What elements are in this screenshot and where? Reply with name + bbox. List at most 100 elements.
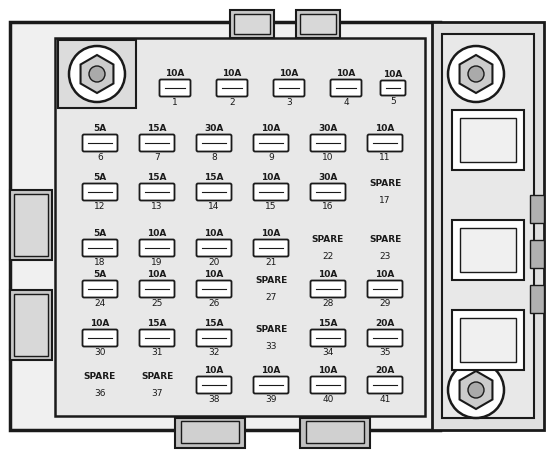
Text: 10A: 10A bbox=[375, 270, 394, 279]
Text: 25: 25 bbox=[151, 299, 163, 308]
FancyBboxPatch shape bbox=[197, 281, 232, 298]
Text: 24: 24 bbox=[94, 299, 106, 308]
Bar bbox=[181, 421, 239, 443]
FancyBboxPatch shape bbox=[160, 79, 191, 97]
Bar bbox=[460, 228, 516, 272]
Bar bbox=[296, 10, 340, 38]
Circle shape bbox=[89, 66, 105, 82]
Text: 10A: 10A bbox=[90, 319, 110, 328]
FancyBboxPatch shape bbox=[310, 184, 346, 201]
Text: 10A: 10A bbox=[147, 229, 167, 238]
FancyBboxPatch shape bbox=[331, 79, 362, 97]
FancyBboxPatch shape bbox=[254, 239, 289, 257]
Text: 10: 10 bbox=[322, 153, 334, 162]
Text: 15A: 15A bbox=[147, 173, 167, 182]
FancyBboxPatch shape bbox=[83, 184, 117, 201]
FancyBboxPatch shape bbox=[197, 184, 232, 201]
Text: 15: 15 bbox=[265, 202, 277, 211]
Text: 37: 37 bbox=[151, 389, 163, 398]
FancyBboxPatch shape bbox=[310, 377, 346, 394]
FancyBboxPatch shape bbox=[83, 239, 117, 257]
Bar bbox=[14, 194, 48, 256]
Text: 6: 6 bbox=[97, 153, 103, 162]
Text: 15A: 15A bbox=[204, 173, 224, 182]
Text: 4: 4 bbox=[343, 98, 349, 107]
FancyBboxPatch shape bbox=[83, 134, 117, 152]
Text: 7: 7 bbox=[154, 153, 160, 162]
Text: 16: 16 bbox=[322, 202, 334, 211]
FancyBboxPatch shape bbox=[381, 80, 406, 96]
Circle shape bbox=[448, 362, 504, 418]
Circle shape bbox=[69, 46, 125, 102]
Text: 9: 9 bbox=[268, 153, 274, 162]
Text: 15A: 15A bbox=[147, 319, 167, 328]
Circle shape bbox=[448, 46, 504, 102]
FancyBboxPatch shape bbox=[310, 134, 346, 152]
Bar bbox=[300, 14, 336, 34]
Text: SPARE: SPARE bbox=[369, 179, 401, 188]
Text: 10A: 10A bbox=[165, 69, 184, 78]
FancyBboxPatch shape bbox=[140, 330, 175, 346]
Text: SPARE: SPARE bbox=[255, 276, 287, 285]
Bar bbox=[300, 418, 370, 448]
Text: 22: 22 bbox=[322, 252, 334, 261]
FancyBboxPatch shape bbox=[254, 377, 289, 394]
Bar bbox=[10, 290, 52, 360]
FancyBboxPatch shape bbox=[140, 184, 175, 201]
Text: 27: 27 bbox=[265, 293, 276, 302]
Text: 20A: 20A bbox=[375, 319, 394, 328]
Text: 10A: 10A bbox=[375, 124, 394, 133]
Bar bbox=[306, 421, 364, 443]
Text: 20A: 20A bbox=[375, 366, 394, 375]
Text: 30A: 30A bbox=[319, 124, 338, 133]
Text: 35: 35 bbox=[379, 348, 391, 357]
FancyBboxPatch shape bbox=[310, 330, 346, 346]
FancyBboxPatch shape bbox=[140, 281, 175, 298]
Circle shape bbox=[468, 382, 484, 398]
Bar bbox=[452, 110, 524, 170]
Text: 10A: 10A bbox=[279, 69, 299, 78]
FancyBboxPatch shape bbox=[197, 330, 232, 346]
Text: 10A: 10A bbox=[204, 366, 224, 375]
Text: 10A: 10A bbox=[261, 229, 281, 238]
Text: 28: 28 bbox=[322, 299, 334, 308]
Text: 38: 38 bbox=[208, 395, 220, 404]
Bar bbox=[10, 22, 440, 430]
Circle shape bbox=[468, 66, 484, 82]
Text: 15A: 15A bbox=[147, 124, 167, 133]
Bar bbox=[230, 10, 274, 38]
Bar bbox=[530, 240, 544, 268]
Text: SPARE: SPARE bbox=[84, 372, 116, 381]
Text: 5A: 5A bbox=[94, 173, 106, 182]
Text: 34: 34 bbox=[322, 348, 334, 357]
Text: 26: 26 bbox=[208, 299, 220, 308]
Text: 10A: 10A bbox=[383, 70, 403, 79]
FancyBboxPatch shape bbox=[254, 184, 289, 201]
Text: 18: 18 bbox=[94, 258, 106, 267]
Text: 19: 19 bbox=[151, 258, 163, 267]
Text: 33: 33 bbox=[265, 342, 277, 351]
Text: 5A: 5A bbox=[94, 229, 106, 238]
Text: SPARE: SPARE bbox=[312, 235, 344, 244]
FancyBboxPatch shape bbox=[83, 281, 117, 298]
Text: 5A: 5A bbox=[94, 124, 106, 133]
Polygon shape bbox=[460, 371, 493, 409]
Text: 10A: 10A bbox=[319, 270, 338, 279]
Bar bbox=[460, 118, 516, 162]
Bar bbox=[530, 195, 544, 223]
Text: SPARE: SPARE bbox=[369, 235, 401, 244]
Text: SPARE: SPARE bbox=[255, 325, 287, 334]
FancyBboxPatch shape bbox=[367, 281, 403, 298]
Text: 13: 13 bbox=[151, 202, 163, 211]
Text: 10A: 10A bbox=[336, 69, 356, 78]
Text: 12: 12 bbox=[94, 202, 106, 211]
Text: 31: 31 bbox=[151, 348, 163, 357]
Text: 10A: 10A bbox=[222, 69, 242, 78]
Text: 11: 11 bbox=[379, 153, 391, 162]
Text: 10A: 10A bbox=[147, 270, 167, 279]
Text: 36: 36 bbox=[94, 389, 106, 398]
Text: 1: 1 bbox=[172, 98, 178, 107]
Bar bbox=[10, 190, 52, 260]
FancyBboxPatch shape bbox=[217, 79, 248, 97]
Polygon shape bbox=[80, 55, 114, 93]
